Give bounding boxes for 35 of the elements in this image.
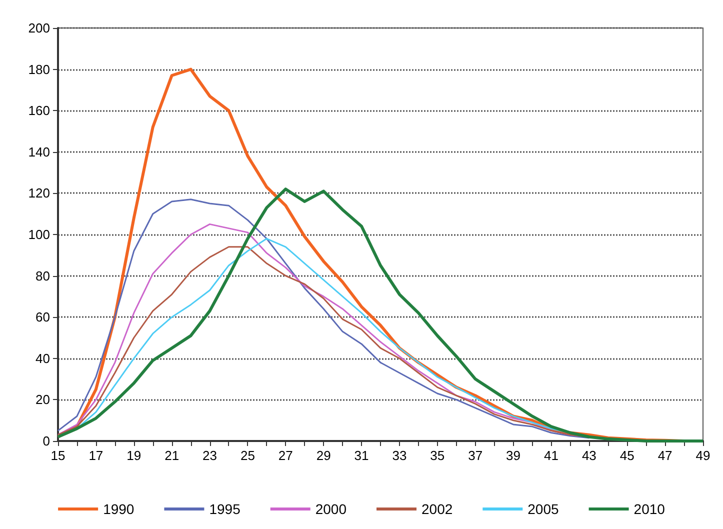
- x-tick-label: 21: [164, 448, 180, 463]
- x-tick-label: 49: [696, 448, 710, 463]
- x-tick-label: 27: [278, 448, 293, 463]
- x-tick-label: 15: [50, 448, 66, 463]
- x-tick-label: 37: [468, 448, 483, 463]
- y-tick-label: 80: [36, 268, 50, 284]
- x-tick-label: 29: [316, 448, 331, 463]
- y-tick-label: 40: [36, 350, 50, 366]
- x-tick-label: 33: [392, 448, 407, 463]
- x-tick-label: 47: [658, 448, 672, 463]
- legend-label: 2010: [634, 501, 666, 517]
- x-tick-label: 39: [506, 448, 521, 463]
- y-tick-label: 200: [28, 20, 50, 36]
- y-tick-label: 0: [42, 434, 50, 448]
- x-tick-label: 25: [240, 448, 255, 463]
- legend-label: 2002: [422, 501, 453, 517]
- legend-label: 1990: [103, 501, 134, 517]
- legend-label: 2000: [315, 501, 347, 517]
- y-tick-label: 140: [28, 144, 50, 160]
- x-tick-label: 45: [620, 448, 634, 463]
- legend-label: 1995: [209, 501, 241, 517]
- y-tick-label: 120: [28, 186, 50, 201]
- x-tick-label: 35: [430, 448, 445, 463]
- x-tick-label: 31: [354, 448, 369, 463]
- y-tick-label: 160: [28, 103, 50, 118]
- x-tick-label: 23: [202, 448, 217, 463]
- x-tick-label: 17: [88, 448, 104, 463]
- y-tick-label: 60: [36, 310, 50, 325]
- x-tick-label: 41: [544, 448, 558, 463]
- x-tick-label: 43: [582, 448, 596, 463]
- y-tick-label: 180: [28, 62, 50, 77]
- y-tick-label: 20: [36, 392, 50, 408]
- y-tick-label: 100: [28, 227, 50, 242]
- legend-label: 2005: [528, 501, 560, 517]
- x-tick-label: 19: [126, 448, 142, 463]
